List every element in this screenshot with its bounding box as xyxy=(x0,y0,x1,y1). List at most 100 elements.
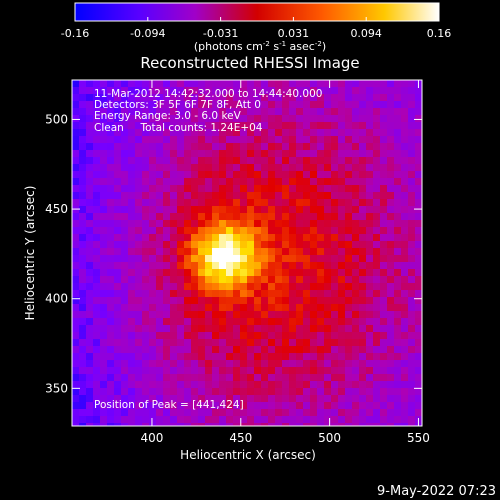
heatmap-cell xyxy=(387,318,395,326)
heatmap-cell xyxy=(156,353,164,361)
heatmap-cell xyxy=(226,199,234,207)
heatmap-cell xyxy=(100,143,108,151)
heatmap-cell xyxy=(191,199,199,207)
heatmap-cell xyxy=(310,192,318,200)
heatmap-cell xyxy=(401,192,409,200)
heatmap-cell xyxy=(163,367,171,375)
heatmap-cell xyxy=(107,234,115,242)
heatmap-cell xyxy=(408,255,416,263)
heatmap-cell xyxy=(380,402,388,410)
heatmap-cell xyxy=(198,332,206,340)
heatmap-cell xyxy=(142,367,150,375)
heatmap-cell xyxy=(324,143,332,151)
heatmap-cell xyxy=(184,129,192,137)
heatmap-cell xyxy=(261,101,269,109)
heatmap-cell xyxy=(408,374,416,382)
heatmap-cell xyxy=(163,332,171,340)
heatmap-cell xyxy=(268,402,276,410)
heatmap-cell xyxy=(163,80,171,88)
heatmap-cell xyxy=(338,87,346,95)
heatmap-cell xyxy=(359,199,367,207)
heatmap-cell xyxy=(226,409,234,417)
heatmap-cell xyxy=(114,297,122,305)
heatmap-cell xyxy=(366,409,374,417)
heatmap-cell xyxy=(282,353,290,361)
heatmap-cell xyxy=(289,304,297,312)
heatmap-cell xyxy=(135,402,143,410)
heatmap-cell xyxy=(156,416,164,424)
heatmap-cell xyxy=(72,290,80,298)
heatmap-cell xyxy=(408,143,416,151)
heatmap-cell xyxy=(107,269,115,277)
heatmap-cell xyxy=(310,143,318,151)
heatmap-cell xyxy=(156,94,164,102)
heatmap-cell xyxy=(156,192,164,200)
heatmap-cell xyxy=(93,178,101,186)
heatmap-cell xyxy=(177,220,185,228)
heatmap-cell xyxy=(394,388,402,396)
heatmap-cell xyxy=(282,213,290,221)
heatmap-cell xyxy=(233,227,241,235)
heatmap-cell xyxy=(107,241,115,249)
heatmap-cell xyxy=(114,108,122,116)
heatmap-cell xyxy=(296,206,304,214)
heatmap-cell xyxy=(254,395,262,403)
heatmap-cell xyxy=(93,290,101,298)
heatmap-cell xyxy=(93,234,101,242)
heatmap-cell xyxy=(352,94,360,102)
heatmap-cell xyxy=(247,220,255,228)
heatmap-cell xyxy=(121,367,129,375)
heatmap-cell xyxy=(93,80,101,88)
heatmap-cell xyxy=(366,332,374,340)
heatmap-cell xyxy=(100,178,108,186)
heatmap-cell xyxy=(128,80,136,88)
heatmap-cell xyxy=(394,339,402,347)
heatmap-cell xyxy=(240,367,248,375)
heatmap-cell xyxy=(86,374,94,382)
heatmap-cell xyxy=(226,276,234,284)
heatmap-cell xyxy=(310,157,318,165)
heatmap-cell xyxy=(163,227,171,235)
heatmap-cell xyxy=(233,164,241,172)
heatmap-cell xyxy=(198,192,206,200)
heatmap-cell xyxy=(205,185,213,193)
heatmap-cell xyxy=(219,402,227,410)
heatmap-cell xyxy=(233,248,241,256)
heatmap-cell xyxy=(317,143,325,151)
heatmap-cell xyxy=(114,304,122,312)
heatmap-cell xyxy=(275,416,283,424)
heatmap-cell xyxy=(352,255,360,263)
heatmap-cell xyxy=(331,241,339,249)
heatmap-cell xyxy=(359,360,367,368)
heatmap-cell xyxy=(296,325,304,333)
heatmap-cell xyxy=(275,157,283,165)
heatmap-cell xyxy=(275,318,283,326)
heatmap-cell xyxy=(366,367,374,375)
heatmap-cell xyxy=(289,255,297,263)
heatmap-cell xyxy=(366,255,374,263)
heatmap-cell xyxy=(352,178,360,186)
heatmap-cell xyxy=(408,241,416,249)
heatmap-cell xyxy=(275,269,283,277)
heatmap-cell xyxy=(324,234,332,242)
heatmap-cell xyxy=(415,325,422,333)
heatmap-cell xyxy=(331,94,339,102)
heatmap-cell xyxy=(415,360,422,368)
heatmap-cell xyxy=(394,213,402,221)
heatmap-cell xyxy=(128,262,136,270)
heatmap-cell xyxy=(324,87,332,95)
heatmap-cell xyxy=(352,150,360,158)
heatmap-cell xyxy=(170,388,178,396)
heatmap-cell xyxy=(128,255,136,263)
heatmap-cell xyxy=(303,206,311,214)
heatmap-cell xyxy=(380,192,388,200)
heatmap-cell xyxy=(359,143,367,151)
heatmap-cell xyxy=(345,101,353,109)
heatmap-cell xyxy=(352,304,360,312)
heatmap-cell xyxy=(149,94,157,102)
heatmap-cell xyxy=(121,220,129,228)
heatmap-cell xyxy=(170,402,178,410)
heatmap-cell xyxy=(156,423,164,426)
heatmap-cell xyxy=(219,115,227,123)
heatmap-cell xyxy=(324,101,332,109)
